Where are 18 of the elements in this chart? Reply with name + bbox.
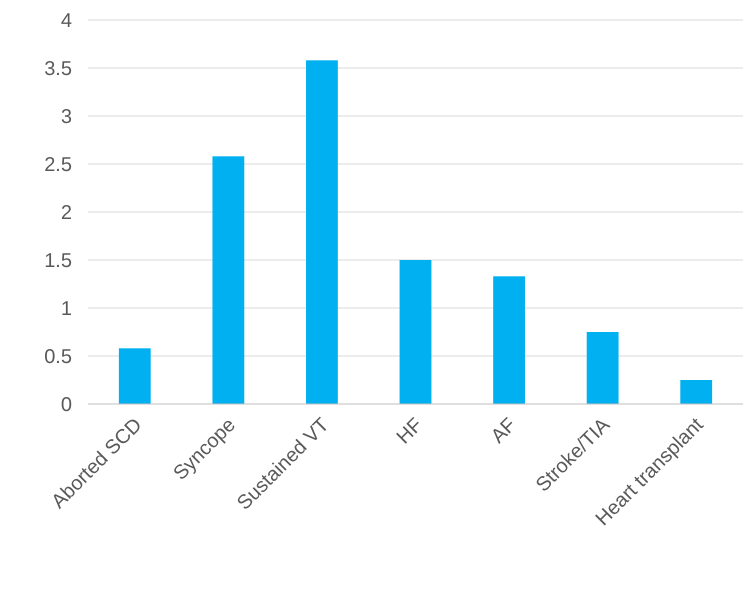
bar: [118, 348, 151, 404]
y-tick-label: 2.5: [44, 154, 72, 176]
y-tick-label: 0.5: [44, 346, 72, 368]
y-tick-label: 3.5: [44, 58, 72, 80]
x-tick-label: AF: [486, 414, 521, 448]
y-tick-label: 1.5: [44, 250, 72, 272]
bar: [680, 380, 712, 404]
bar: [306, 60, 338, 404]
y-tick-label: 3: [60, 106, 72, 128]
bar: [586, 332, 619, 404]
bar: [400, 260, 432, 404]
y-tick-label: 2: [60, 202, 72, 224]
bar: [212, 156, 244, 404]
y-tick-label: 4: [60, 10, 72, 32]
x-tick-label: HF: [392, 414, 428, 448]
y-tick-label: 1: [60, 298, 72, 320]
y-tick-label: 0: [60, 394, 72, 416]
bar: [493, 276, 525, 404]
